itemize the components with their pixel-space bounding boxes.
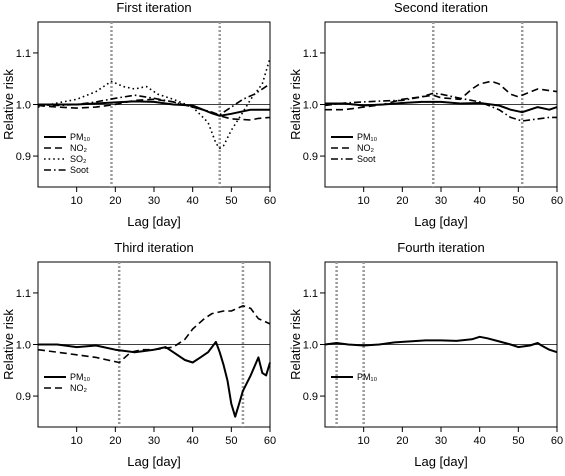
- y-axis-label: Relative risk: [288, 309, 303, 380]
- legend-label: Soot: [70, 165, 89, 175]
- legend-label: NO₂: [70, 143, 88, 153]
- legend-label: NO₂: [357, 143, 375, 153]
- y-axis-label: Relative risk: [1, 309, 16, 380]
- x-tick-label: 40: [187, 195, 199, 207]
- series-line-1: [325, 100, 558, 114]
- x-tick-label: 20: [109, 195, 121, 207]
- x-tick-label: 60: [264, 435, 276, 447]
- x-tick-label: 50: [512, 195, 524, 207]
- y-tick-label: 1.1: [303, 288, 318, 300]
- y-tick-label: 1.1: [16, 48, 31, 60]
- x-tick-label: 20: [396, 195, 408, 207]
- x-tick-label: 10: [71, 435, 83, 447]
- y-tick-label: 1.0: [303, 100, 318, 112]
- x-tick-label: 40: [187, 435, 199, 447]
- x-tick-label: 10: [358, 435, 370, 447]
- x-axis-label: Lag [day]: [414, 454, 468, 469]
- y-axis-label: Relative risk: [1, 69, 16, 140]
- x-tick-label: 20: [396, 435, 408, 447]
- series-line-1: [38, 340, 271, 418]
- chart-panel-2: Second iteration 10 20 30 40 50 60 0.9 1.0 1.1 Lag…: [288, 0, 563, 229]
- x-axis-label: Lag [day]: [414, 214, 468, 229]
- y-tick-label: 0.9: [16, 391, 31, 403]
- legend-label: SO₂: [70, 154, 87, 164]
- x-tick-label: 30: [148, 435, 160, 447]
- y-tick-label: 1.1: [16, 288, 31, 300]
- x-tick-label: 60: [551, 435, 563, 447]
- series-line-4: [37, 83, 271, 116]
- chart-panel-4: Fourth iteration 10 20 30 40 50 60 0.9 1.0 1.1 Lag…: [288, 240, 563, 469]
- series-line-2: [37, 305, 271, 364]
- y-tick-label: 1.0: [303, 340, 318, 352]
- x-axis-label: Lag [day]: [127, 454, 181, 469]
- series-line-1: [38, 100, 270, 117]
- chart-panel-3: Third iteration 10 20 30 40 50 60 0.9 1.0 1.1 Lag …: [1, 240, 276, 469]
- legend-label: PM₁₀: [70, 132, 91, 142]
- chart-panel-1: First iteration 10 20 30 40 50 60 0.9 1.0 1.1 Lag …: [1, 0, 276, 229]
- y-axis-label: Relative risk: [288, 69, 303, 140]
- x-tick-label: 50: [225, 195, 237, 207]
- legend-label: PM₁₀: [70, 372, 91, 382]
- x-tick-label: 30: [435, 435, 447, 447]
- x-tick-label: 30: [435, 195, 447, 207]
- y-tick-label: 0.9: [303, 151, 318, 163]
- legend-label: PM₁₀: [357, 132, 378, 142]
- x-tick-label: 40: [474, 435, 486, 447]
- x-axis-label: Lag [day]: [127, 214, 181, 229]
- y-tick-label: 1.1: [303, 48, 318, 60]
- x-tick-label: 10: [358, 195, 370, 207]
- series-line-3: [324, 92, 557, 122]
- y-tick-label: 0.9: [303, 391, 318, 403]
- x-tick-label: 20: [109, 435, 121, 447]
- x-tick-label: 10: [71, 195, 83, 207]
- y-tick-label: 1.0: [16, 100, 31, 112]
- x-tick-label: 60: [551, 195, 563, 207]
- x-tick-label: 30: [148, 195, 160, 207]
- legend-label: Soot: [357, 154, 376, 164]
- y-tick-label: 0.9: [16, 151, 31, 163]
- chart-title: Second iteration: [394, 0, 488, 15]
- chart-title: Third iteration: [114, 240, 193, 255]
- x-tick-label: 40: [474, 195, 486, 207]
- x-tick-label: 60: [264, 195, 276, 207]
- x-tick-label: 50: [512, 435, 524, 447]
- series-line-1: [324, 335, 558, 354]
- legend-label: PM₁₀: [357, 372, 378, 382]
- legend-label: NO₂: [70, 383, 88, 393]
- series-line-2: [325, 80, 558, 111]
- chart-title: First iteration: [116, 0, 191, 15]
- chart-title: Fourth iteration: [397, 240, 484, 255]
- x-tick-label: 50: [225, 435, 237, 447]
- y-tick-label: 1.0: [16, 340, 31, 352]
